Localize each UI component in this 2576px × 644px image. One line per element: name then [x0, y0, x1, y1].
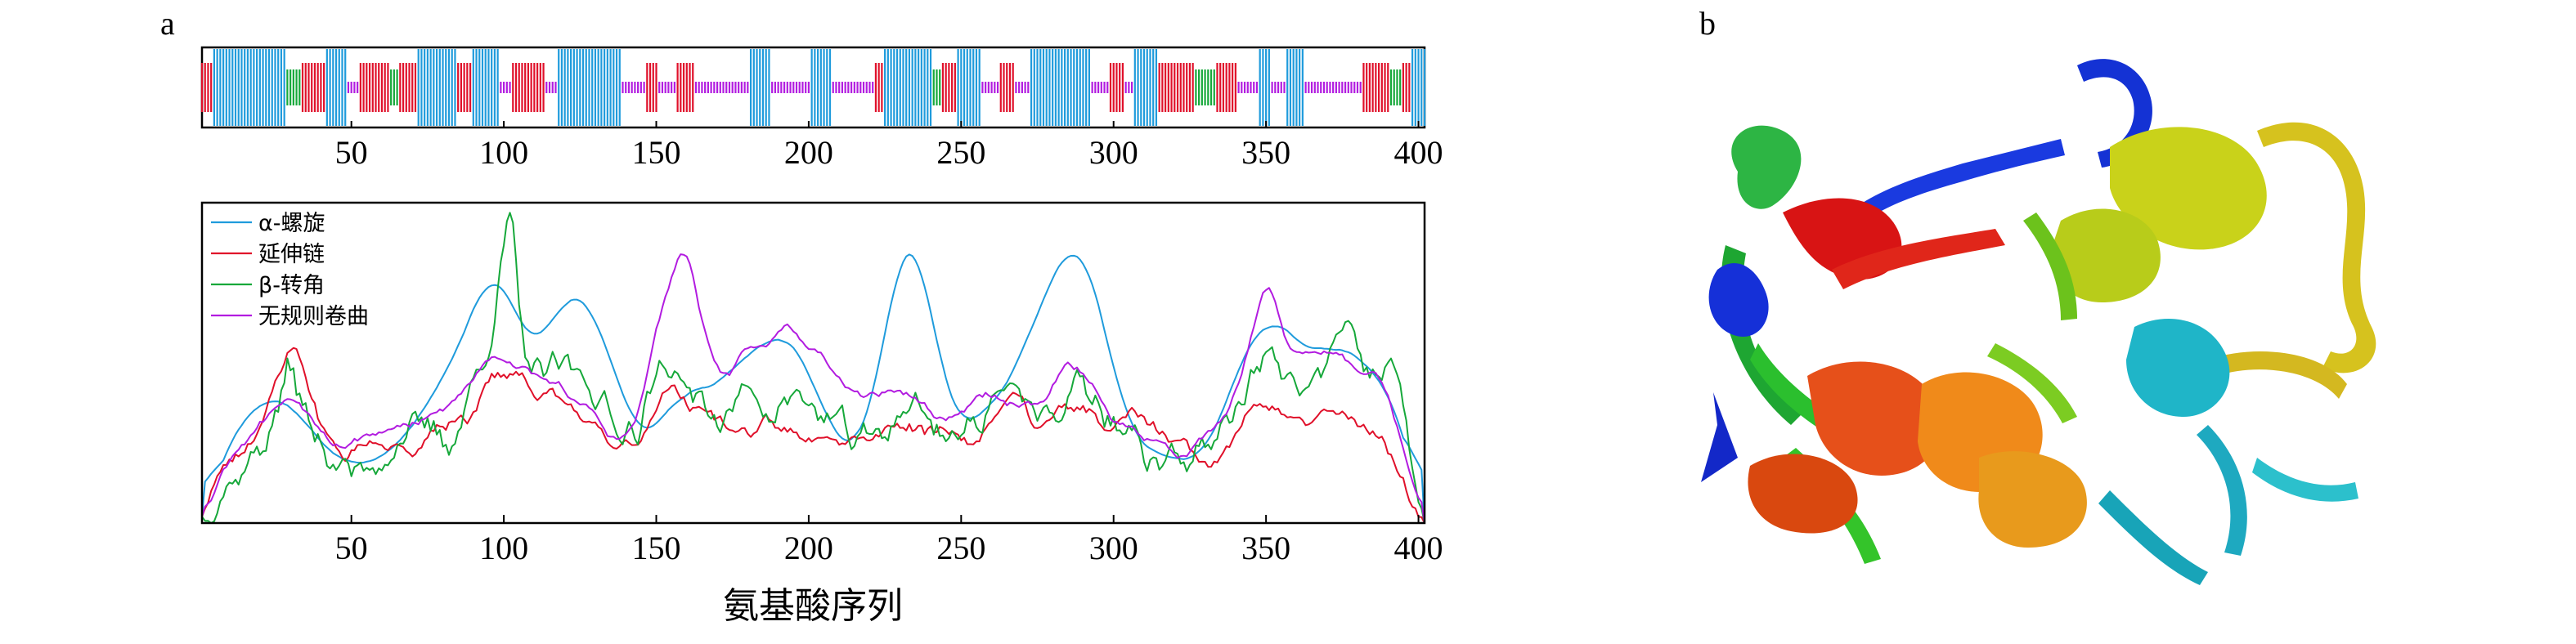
x-tick-label-150: 150 — [631, 530, 680, 566]
track-tick-label-400: 400 — [1394, 134, 1443, 171]
line-series-group — [201, 212, 1425, 524]
track-tick-label-100: 100 — [479, 134, 528, 171]
line-random-coil — [201, 253, 1425, 524]
track-bars — [200, 49, 1426, 126]
line-alpha-helix — [201, 253, 1425, 524]
track-tick-label-300: 300 — [1089, 134, 1138, 171]
x-tick-label-400: 400 — [1394, 530, 1443, 566]
x-tick-label-50: 50 — [335, 530, 368, 566]
panel-label-b: b — [1699, 5, 1716, 42]
x-axis-label: 氨基酸序列 — [723, 585, 903, 627]
x-tick-label-350: 350 — [1241, 530, 1290, 566]
track-tick-label-150: 150 — [631, 134, 680, 171]
track-tick-label-200: 200 — [784, 134, 833, 171]
line-tick-labels: 50 100 150 200 250 300 350 400 — [335, 515, 1443, 566]
line-chart-frame — [200, 201, 1426, 525]
line-extended-strand — [201, 347, 1425, 524]
secondary-structure-track: 50 100 150 200 250 300 350 400 — [200, 46, 1443, 171]
x-tick-label-250: 250 — [936, 530, 985, 566]
x-tick-label-200: 200 — [784, 530, 833, 566]
protein-ribbon-structure — [1701, 59, 2376, 585]
legend-label-extended-strand: 延伸链 — [258, 242, 325, 267]
legend-label-alpha-helix: α-螺旋 — [258, 211, 325, 236]
track-tick-label-250: 250 — [936, 134, 985, 171]
track-tick-labels: 50 100 150 200 250 300 350 400 — [335, 121, 1443, 171]
legend-label-random-coil: 无规则卷曲 — [258, 304, 369, 329]
track-tick-label-50: 50 — [335, 134, 368, 171]
helix-red — [1783, 198, 2005, 289]
helix-orange — [1748, 361, 2087, 548]
panel-label-a: a — [160, 5, 175, 42]
strand-lime — [1987, 212, 2077, 423]
x-tick-label-100: 100 — [479, 530, 528, 566]
track-tick-label-350: 350 — [1241, 134, 1290, 171]
line-beta-turn — [201, 212, 1425, 524]
x-tick-label-300: 300 — [1089, 530, 1138, 566]
strand-cyan — [2098, 319, 2358, 585]
helix-yellow — [2052, 122, 2376, 399]
legend-label-beta-turn: β-转角 — [258, 273, 325, 298]
